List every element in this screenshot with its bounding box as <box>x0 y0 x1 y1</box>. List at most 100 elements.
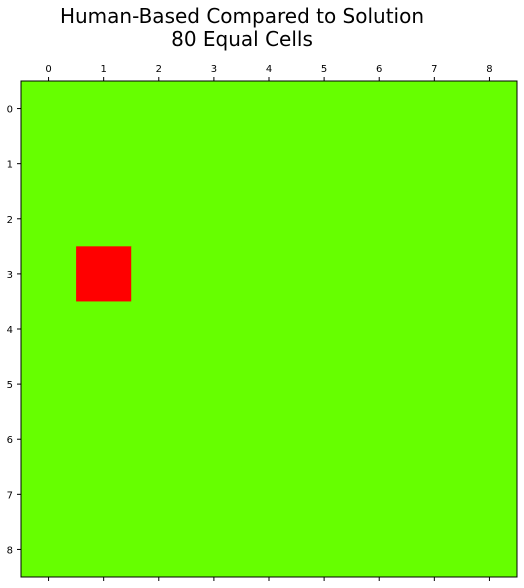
heatmap-cell-equal <box>406 411 463 468</box>
heatmap-cell-equal <box>406 246 463 302</box>
heatmap-cell-equal <box>461 136 518 192</box>
heatmap-cell-equal <box>21 136 77 192</box>
heatmap-cell-equal <box>296 81 353 137</box>
heatmap-cell-equal <box>461 301 518 358</box>
heatmap-cell-equal <box>296 246 353 302</box>
y-tick-label: 4 <box>7 325 13 336</box>
heatmap-cell-equal <box>76 466 132 523</box>
heatmap-cell-equal <box>241 191 298 247</box>
heatmap-cell-equal <box>406 136 463 192</box>
chart-title-line-1: Human-Based Compared to Solution <box>59 4 425 28</box>
y-tick-label: 5 <box>7 380 13 391</box>
heatmap-cell-equal <box>241 356 298 413</box>
heatmap-cell-equal <box>186 466 242 523</box>
heatmap-cell-equal <box>351 136 408 192</box>
heatmap-cell-equal <box>131 136 187 192</box>
heatmap-cell-equal <box>186 356 242 413</box>
heatmap-cell-equal <box>186 301 242 358</box>
heatmap-cell-equal <box>296 411 353 468</box>
y-tick-label: 2 <box>7 215 13 226</box>
heatmap-cell-different <box>76 246 132 302</box>
heatmap-cell-equal <box>241 136 298 192</box>
x-tick-label: 2 <box>156 64 162 75</box>
heatmap-cell-equal <box>76 136 132 192</box>
heatmap-cell-equal <box>186 521 242 578</box>
heatmap-cell-equal <box>351 246 408 302</box>
heatmap-cell-equal <box>186 191 242 247</box>
heatmap-cell-equal <box>461 466 518 523</box>
heatmap-cell-equal <box>351 356 408 413</box>
heatmap-cell-equal <box>351 301 408 358</box>
x-tick-label: 1 <box>100 64 106 75</box>
heatmap-cell-equal <box>406 301 463 358</box>
heatmap-cell-equal <box>461 246 518 302</box>
heatmap-cell-equal <box>21 521 77 578</box>
heatmap-cell-equal <box>76 356 132 413</box>
heatmap-cell-equal <box>131 81 187 137</box>
heatmap-cell-equal <box>131 411 187 468</box>
heatmap-cell-equal <box>296 301 353 358</box>
heatmap-cell-equal <box>241 246 298 302</box>
heatmap-cell-equal <box>406 81 463 137</box>
heatmap-cell-equal <box>461 356 518 413</box>
heatmap-cell-equal <box>21 81 77 137</box>
heatmap-cell-equal <box>461 81 518 137</box>
heatmap-cell-equal <box>406 521 463 578</box>
heatmap-cell-equal <box>21 301 77 358</box>
heatmap-cell-equal <box>461 191 518 247</box>
heatmap-cell-equal <box>76 411 132 468</box>
y-tick-label: 8 <box>7 545 13 556</box>
heatmap-cell-equal <box>241 301 298 358</box>
y-tick-label: 1 <box>7 160 13 171</box>
heatmap-cell-equal <box>351 81 408 137</box>
heatmap-cell-equal <box>186 136 242 192</box>
heatmap-cell-equal <box>131 301 187 358</box>
heatmap-cell-equal <box>186 411 242 468</box>
heatmap-cell-equal <box>76 521 132 578</box>
heatmap-cell-equal <box>131 521 187 578</box>
heatmap-cell-equal <box>461 411 518 468</box>
heatmap-cell-equal <box>186 81 242 137</box>
heatmap-cell-equal <box>131 356 187 413</box>
heatmap-cell-equal <box>296 356 353 413</box>
heatmap-cell-equal <box>351 191 408 247</box>
heatmap-cell-equal <box>21 356 77 413</box>
heatmap-cell-equal <box>406 191 463 247</box>
heatmap-cell-equal <box>296 521 353 578</box>
heatmap-cell-equal <box>241 521 298 578</box>
heatmap-cell-equal <box>76 191 132 247</box>
heatmap-cell-equal <box>406 466 463 523</box>
y-tick-label: 6 <box>7 435 13 446</box>
heatmap-cell-equal <box>186 246 242 302</box>
x-axis-ticks: 0 1 2 3 4 5 6 7 8 <box>45 64 493 581</box>
heatmap-cell-equal <box>21 191 77 247</box>
heatmap-cell-equal <box>351 411 408 468</box>
x-tick-label: 3 <box>211 64 217 75</box>
heatmap-cell-equal <box>241 466 298 523</box>
heatmap-cell-equal <box>296 191 353 247</box>
heatmap-cell-equal <box>241 411 298 468</box>
heatmap-cell-equal <box>21 246 77 302</box>
heatmap-cell-equal <box>131 246 187 302</box>
heatmap-cell-equal <box>131 466 187 523</box>
x-tick-label: 5 <box>321 64 327 75</box>
y-tick-label: 7 <box>7 490 13 501</box>
x-tick-label: 4 <box>266 64 272 75</box>
heatmap-cell-equal <box>296 136 353 192</box>
heatmap-cells <box>21 81 518 578</box>
y-tick-label: 3 <box>7 270 13 281</box>
y-tick-label: 0 <box>7 105 13 116</box>
x-tick-label: 7 <box>431 64 437 75</box>
heatmap-cell-equal <box>21 411 77 468</box>
heatmap-cell-equal <box>131 191 187 247</box>
y-axis-ticks: 0 1 2 3 4 5 6 7 8 <box>7 105 21 556</box>
heatmap-cell-equal <box>21 466 77 523</box>
heatmap-cell-equal <box>406 356 463 413</box>
heatmap-cell-equal <box>76 81 132 137</box>
heatmap-cell-equal <box>241 81 298 137</box>
chart-title-line-2: 80 Equal Cells <box>171 27 313 51</box>
x-tick-label: 6 <box>376 64 382 75</box>
heatmap-cell-equal <box>351 466 408 523</box>
heatmap-cell-equal <box>76 301 132 358</box>
